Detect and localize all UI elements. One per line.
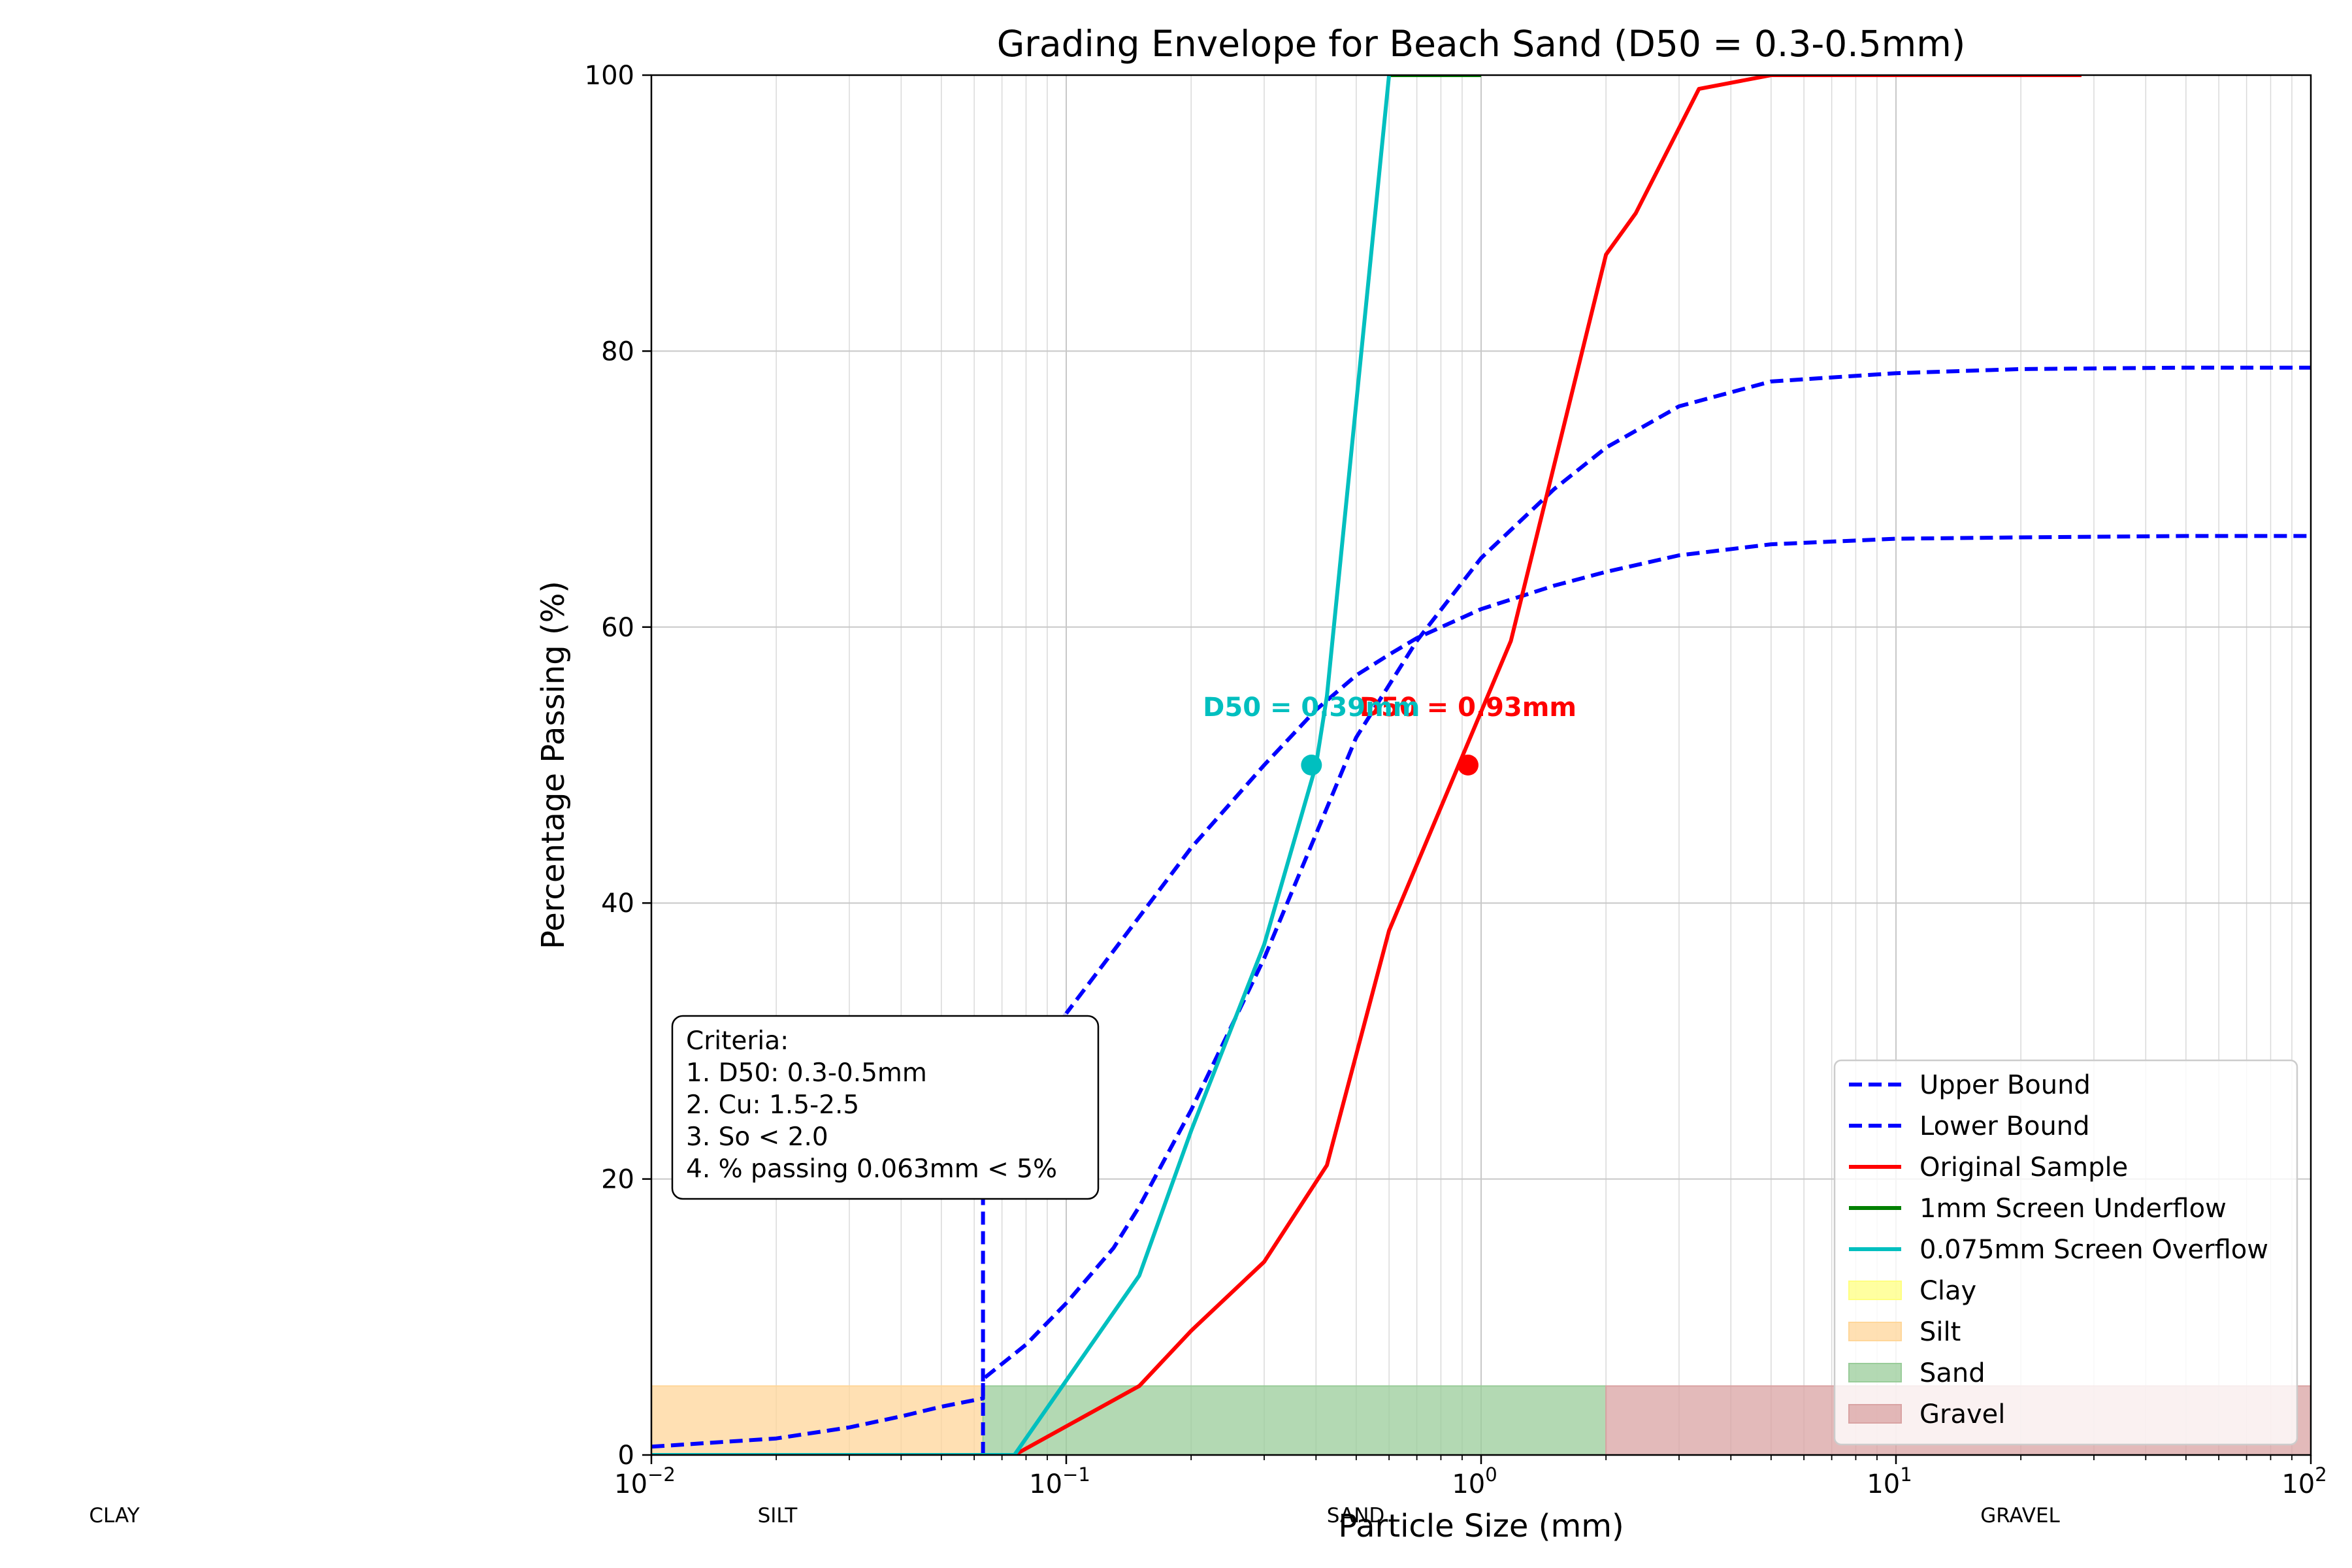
zone-label: SAND <box>1327 1504 1385 1527</box>
legend-swatch-patch <box>1848 1363 1902 1382</box>
legend-swatch-patch <box>1848 1281 1902 1300</box>
y-tick-label: 60 <box>601 613 634 643</box>
series-original-sample <box>1013 75 2082 1455</box>
criteria-line: 2. Cu: 1.5-2.5 <box>686 1090 859 1120</box>
series-upper-bound <box>651 534 2311 1449</box>
legend-label: Gravel <box>1919 1399 2005 1429</box>
y-tick-label: 0 <box>618 1441 634 1471</box>
y-tick-label: 40 <box>601 889 634 919</box>
legend-label: Sand <box>1919 1358 1985 1388</box>
zone-labels: CLAY SILT SAND GRAVEL <box>89 1504 2060 1527</box>
chart-title: Grading Envelope for Beach Sand (D50 = 0… <box>997 23 1966 65</box>
d50-marker-point <box>1457 755 1478 776</box>
criteria-line: 4. % passing 0.063mm < 5% <box>686 1154 1057 1184</box>
legend-swatch-patch <box>1848 1404 1902 1424</box>
legend-frame <box>1833 1059 2298 1446</box>
y-tick-label: 20 <box>601 1165 634 1195</box>
series-lines <box>651 75 2311 1455</box>
series-lower-bound <box>981 365 2311 1455</box>
legend-swatch-patch <box>1848 1322 1902 1341</box>
legend-label: Original Sample <box>1919 1152 2128 1183</box>
y-tick-label: 80 <box>601 336 634 367</box>
axes: 10−2 10−1 100 101 102 0 20 40 60 80 100 <box>585 61 2327 1499</box>
criteria-line: Criteria: <box>686 1026 789 1056</box>
legend-label: Clay <box>1919 1276 1976 1306</box>
d50-marker-label: D50 = 0.39mm <box>1203 693 1420 723</box>
legend-label: 0.075mm Screen Overflow <box>1919 1235 2268 1265</box>
criteria-line: 1. D50: 0.3-0.5mm <box>686 1058 927 1088</box>
legend-label: Silt <box>1919 1317 1961 1347</box>
zone-label: SILT <box>758 1504 798 1527</box>
x-axis-label: Particle Size (mm) <box>1338 1508 1624 1544</box>
x-tick-label: 100 <box>1452 1463 1497 1499</box>
series-0-075mm-screen-overflow <box>651 75 1392 1455</box>
zone-sand <box>982 1385 1607 1455</box>
x-tick-label: 10−2 <box>614 1463 676 1499</box>
criteria-line: 3. So < 2.0 <box>686 1122 828 1152</box>
y-tick-label: 100 <box>585 61 634 91</box>
x-tick-label: 101 <box>1867 1463 1912 1499</box>
legend-label: Lower Bound <box>1919 1111 2090 1141</box>
zone-label: CLAY <box>89 1504 139 1527</box>
legend-label: 1mm Screen Underflow <box>1919 1194 2227 1224</box>
criteria-box-frame <box>671 1015 1100 1200</box>
d50-marker-point <box>1301 755 1322 776</box>
legend-label: Upper Bound <box>1919 1070 2091 1100</box>
zone-silt <box>651 1385 984 1455</box>
legend: Upper Bound Lower Bound Original Sample 1mm… <box>1833 1059 2298 1446</box>
x-tick-label: 10−1 <box>1029 1463 1090 1499</box>
zone-label: GRAVEL <box>1980 1504 2060 1527</box>
y-axis-label: Percentage Passing (%) <box>535 581 572 949</box>
x-tick-label: 102 <box>2281 1463 2327 1499</box>
d50-marker-label: D50 = 0.93mm <box>1360 693 1576 723</box>
